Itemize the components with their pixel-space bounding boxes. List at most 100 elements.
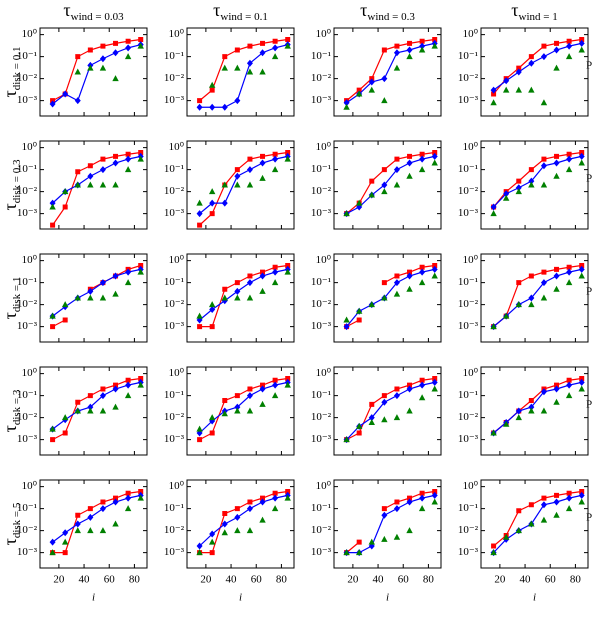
point [221, 410, 228, 417]
point [490, 429, 497, 436]
y-tick-label: 10⁰ [22, 141, 38, 153]
point [528, 301, 535, 308]
point [125, 38, 131, 44]
point [74, 97, 81, 105]
point [112, 498, 119, 506]
tau-symbol: τ [511, 0, 518, 20]
point [209, 430, 215, 436]
point [407, 153, 413, 159]
series-line [52, 151, 141, 226]
point [431, 42, 438, 49]
point [246, 407, 254, 414]
point [124, 392, 132, 399]
point [234, 407, 241, 414]
point [355, 307, 363, 314]
y-tick-label: 10⁻¹ [164, 163, 184, 175]
y-tick-label: 10⁰ [463, 28, 479, 40]
point [553, 398, 560, 405]
point [247, 386, 253, 392]
point [99, 407, 107, 414]
point [62, 204, 68, 210]
point [196, 425, 203, 432]
point [208, 414, 216, 421]
point [528, 167, 534, 173]
point [125, 155, 132, 163]
y-tick-label: 10⁻² [311, 298, 332, 310]
y-tick-label: 10⁻² [458, 298, 479, 310]
point [138, 263, 144, 269]
point [554, 492, 560, 498]
point [196, 312, 203, 319]
y-tick-label: 10⁻¹ [164, 276, 184, 288]
point [246, 294, 254, 301]
tau-symbol: τ [0, 425, 20, 432]
point [394, 43, 400, 49]
panel-label: τwind = 0.03 [63, 0, 124, 22]
point [125, 381, 132, 389]
point [355, 199, 363, 206]
point [234, 287, 241, 295]
point [259, 49, 266, 57]
point [553, 285, 560, 292]
point [381, 97, 388, 104]
point [209, 103, 216, 111]
plot-frame [480, 27, 589, 117]
point [393, 279, 400, 287]
panel-label: τdisk = 3 [0, 389, 22, 432]
y-tick-label: 10⁻² [458, 185, 479, 197]
y-tick-label: 10⁻¹ [458, 163, 478, 175]
point [49, 312, 56, 319]
point [234, 167, 240, 173]
point [138, 150, 144, 156]
point [137, 494, 144, 501]
point [406, 285, 413, 292]
point [490, 549, 497, 556]
point [343, 549, 350, 556]
point [260, 382, 266, 388]
point [49, 203, 56, 210]
point [87, 294, 94, 301]
point [259, 385, 266, 393]
point [381, 294, 388, 301]
point [540, 181, 548, 188]
point [197, 98, 203, 104]
point [271, 279, 279, 286]
point [406, 172, 413, 179]
point [259, 516, 266, 523]
plot-frame [333, 253, 442, 343]
y-tick-label: 10⁻³ [458, 207, 479, 219]
x-tick-label: 20 [200, 574, 212, 586]
point [431, 152, 438, 160]
point [62, 430, 68, 436]
point [393, 392, 400, 400]
y-tick-label: 10⁰ [316, 28, 332, 40]
point [431, 378, 438, 386]
point [222, 511, 228, 517]
y-tick-label: 10⁻³ [458, 320, 479, 332]
point [246, 505, 253, 513]
point [284, 155, 291, 162]
point [490, 203, 497, 211]
point [100, 156, 106, 162]
point [565, 392, 573, 399]
point [418, 46, 426, 53]
point [528, 273, 534, 279]
point [87, 163, 93, 169]
point [62, 317, 68, 323]
tau-subscript: disk = 0.1 [11, 46, 23, 90]
point [418, 279, 426, 286]
point [381, 535, 388, 542]
y-tick-label: 10⁻³ [311, 546, 332, 558]
point [138, 489, 144, 495]
point [356, 87, 362, 93]
point [221, 64, 228, 71]
point [528, 502, 534, 508]
point [419, 494, 426, 502]
y-tick-label: 10⁻³ [17, 320, 38, 332]
x-tick-label: 40 [373, 574, 385, 586]
point [99, 166, 106, 174]
point [75, 399, 81, 405]
point [579, 489, 585, 495]
y-tick-label: 10⁻³ [458, 433, 479, 445]
point [343, 316, 350, 323]
